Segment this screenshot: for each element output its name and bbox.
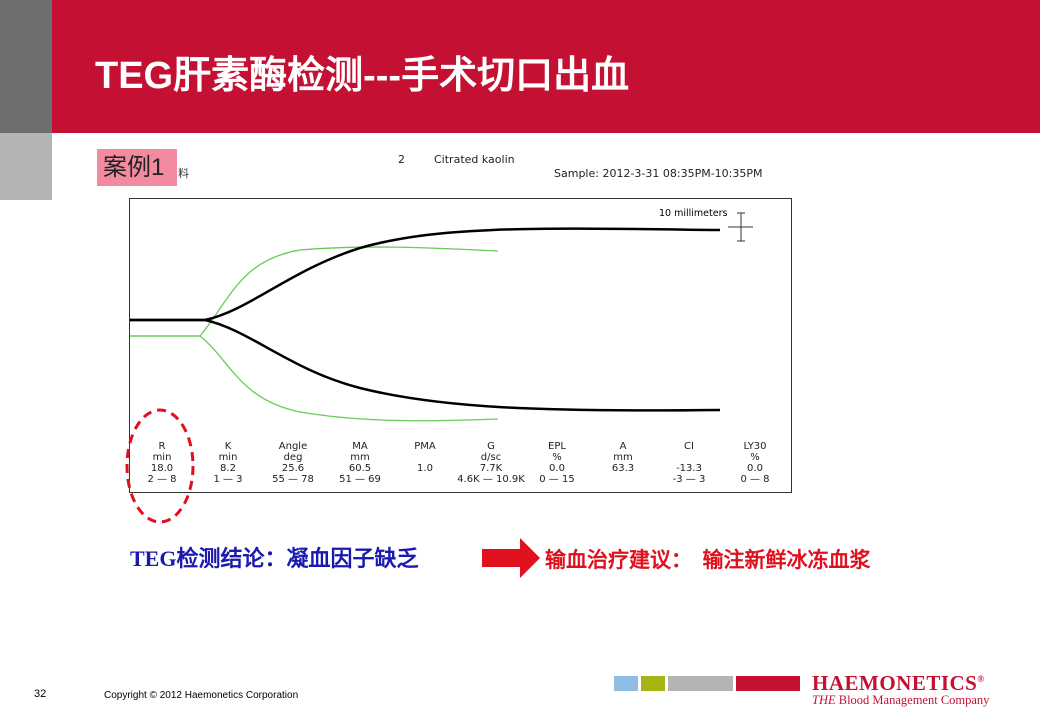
- case-label: 案例1: [97, 149, 177, 186]
- param-name: A: [619, 441, 627, 452]
- copyright: Copyright © 2012 Haemonetics Corporation: [104, 690, 299, 701]
- param-value: 7.7K: [479, 463, 503, 474]
- conclusion-text: TEG检测结论：凝血因子缺乏: [130, 546, 419, 571]
- case-suffix: 料: [178, 168, 189, 180]
- param-ma: MA mm 60.5 51 — 69: [315, 441, 405, 485]
- param-name: K: [224, 441, 232, 452]
- param-value: 60.5: [348, 463, 372, 474]
- param-value: 63.3: [611, 463, 635, 474]
- side-block-light: [0, 133, 52, 200]
- param-range: 0 — 15: [539, 474, 575, 485]
- param-unit: %: [750, 452, 760, 463]
- param-value: 8.2: [220, 463, 236, 474]
- company-tagline: THE Blood Management Company: [812, 693, 990, 707]
- param-name: MA: [352, 441, 368, 452]
- slide-title: TEG肝素酶检测---手术切口出血: [95, 55, 630, 97]
- param-name: Angle: [278, 441, 308, 452]
- r-value-highlight: [125, 408, 195, 524]
- logo-bar-green: [641, 676, 665, 691]
- param-unit: d/sc: [480, 452, 502, 463]
- param-unit: mm: [350, 452, 370, 463]
- param-value: 18.0: [150, 463, 174, 474]
- param-unit: deg: [283, 452, 303, 463]
- logo-bar-red: [736, 676, 800, 691]
- company-logo: HAEMONETICS®: [812, 671, 985, 695]
- param-range: 0 — 8: [740, 474, 770, 485]
- param-range: 55 — 78: [272, 474, 314, 485]
- logo-bar-gray: [668, 676, 733, 691]
- param-angle: Angle deg 25.6 55 — 78: [248, 441, 338, 485]
- arrow-icon: [482, 538, 540, 578]
- param-range: 2 — 8: [147, 474, 177, 485]
- param-value: 0.0: [747, 463, 763, 474]
- param-unit: min: [152, 452, 172, 463]
- param-range: 51 — 69: [339, 474, 381, 485]
- param-unit: mm: [613, 452, 633, 463]
- param-unit: min: [218, 452, 238, 463]
- channel-number: 2: [398, 153, 405, 166]
- patient-curve-lower: [130, 318, 721, 412]
- heparinase-curve-upper: [130, 246, 499, 337]
- param-name: R: [158, 441, 166, 452]
- param-epl: EPL% 0.0 0 — 15: [512, 441, 602, 485]
- param-ly30: LY30% 0.0 0 — 8: [710, 441, 800, 485]
- patient-curve-upper: [130, 227, 721, 322]
- param-value: 1.0: [417, 463, 433, 474]
- param-value: 0.0: [549, 463, 565, 474]
- param-name: PMA: [414, 441, 436, 452]
- test-type: Citrated kaolin: [434, 153, 515, 166]
- param-value: 25.6: [281, 463, 305, 474]
- param-range: -3 — 3: [672, 474, 706, 485]
- header-bar: [52, 0, 1040, 133]
- side-block-dark: [0, 0, 52, 133]
- treatment-advice: 输血治疗建议： 输注新鲜冰冻血浆: [545, 548, 871, 572]
- param-name: LY30: [743, 441, 767, 452]
- logo-bar-blue: [614, 676, 638, 691]
- scale-cross-icon: [728, 212, 753, 242]
- scale-label: 10 millimeters: [659, 208, 728, 219]
- teg-tracing-frame: [129, 198, 792, 493]
- sample-time: Sample: 2012-3-31 08:35PM-10:35PM: [554, 167, 763, 180]
- param-range: 1 — 3: [213, 474, 243, 485]
- param-name: EPL: [548, 441, 566, 452]
- param-unit: %: [552, 452, 562, 463]
- param-pma: PMA 1.0: [380, 441, 470, 485]
- page-number: 32: [34, 688, 47, 700]
- param-value: -13.3: [676, 463, 702, 474]
- param-range: 4.6K — 10.9K: [457, 474, 525, 485]
- param-name: G: [487, 441, 495, 452]
- param-ci: CI -13.3 -3 — 3: [644, 441, 734, 485]
- heparinase-curve-lower: [130, 335, 499, 422]
- param-name: CI: [684, 441, 694, 452]
